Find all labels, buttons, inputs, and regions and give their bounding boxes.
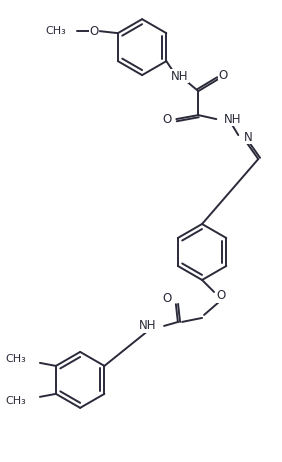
Text: O: O (89, 24, 98, 38)
Text: CH₃: CH₃ (5, 354, 26, 364)
Text: NH: NH (138, 319, 156, 333)
Text: NH: NH (171, 70, 188, 83)
Text: CH₃: CH₃ (45, 26, 66, 36)
Text: O: O (219, 69, 228, 82)
Text: N: N (244, 131, 253, 144)
Text: O: O (163, 292, 172, 305)
Text: O: O (162, 113, 171, 126)
Text: CH₃: CH₃ (5, 396, 26, 406)
Text: NH: NH (224, 113, 242, 126)
Text: O: O (216, 290, 226, 303)
